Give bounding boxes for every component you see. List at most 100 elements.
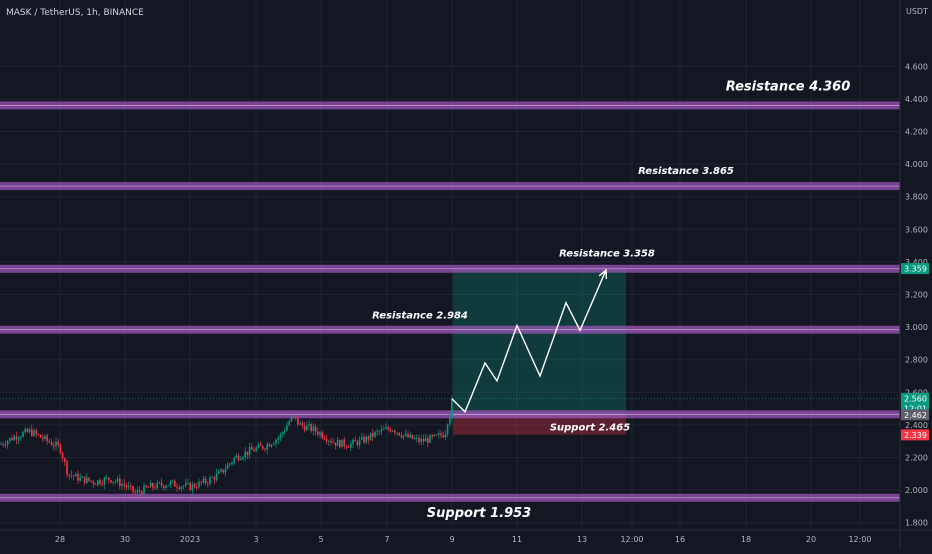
candle-body — [191, 484, 194, 491]
candle-body — [297, 418, 299, 425]
candle-body — [268, 444, 271, 447]
candle-body — [396, 432, 398, 434]
candle-body — [378, 431, 381, 433]
candle-body — [449, 412, 451, 425]
x-tick-label: 28 — [55, 535, 65, 544]
y-tick-label: 4.200 — [905, 128, 928, 137]
candle-body — [345, 446, 348, 448]
candle-body — [68, 474, 70, 476]
candle-body — [339, 440, 341, 448]
candle-body — [11, 437, 13, 441]
candle-body — [367, 436, 370, 440]
candle-body — [165, 486, 167, 488]
candle-body — [358, 439, 361, 446]
price-badge-label: 2.560 — [904, 394, 927, 403]
candle-body — [167, 485, 169, 487]
candle-body — [207, 482, 209, 484]
candle-body — [66, 461, 68, 475]
candle-body — [141, 491, 143, 495]
x-tick-label: 12:00 — [848, 535, 871, 544]
candle-body — [176, 486, 178, 488]
candle-body — [112, 481, 114, 483]
candle-body — [380, 428, 383, 432]
candle-body — [149, 482, 152, 488]
candle-body — [145, 485, 147, 488]
candle-body — [42, 437, 44, 440]
candle-body — [202, 478, 205, 483]
y-tick-label: 3.600 — [905, 225, 928, 234]
candle-body — [321, 432, 323, 438]
candle-body — [354, 439, 356, 442]
candle-body — [59, 444, 62, 453]
candle-body — [284, 430, 286, 433]
level-label-resistance: Resistance 2.984 — [372, 311, 468, 322]
candle-body — [77, 473, 79, 481]
candle-body — [310, 424, 312, 431]
candle-body — [442, 435, 444, 438]
candle-body — [61, 452, 64, 459]
projection-path — [451, 269, 607, 414]
candle-body — [387, 427, 389, 430]
candle-body — [317, 431, 319, 435]
stop-zone — [453, 414, 626, 435]
candle-body — [174, 480, 176, 487]
x-tick-label: 11 — [512, 535, 522, 544]
candle-body — [154, 487, 156, 489]
price-badge — [901, 263, 929, 275]
candle-body — [156, 482, 158, 489]
candle-body — [20, 436, 22, 439]
candle-body — [444, 434, 447, 438]
candle-body — [171, 480, 174, 482]
candle-body — [138, 490, 141, 492]
candle-body — [130, 485, 132, 487]
candle-body — [400, 435, 403, 438]
candle-body — [204, 478, 207, 483]
candle-body — [28, 429, 31, 432]
candle-body — [347, 447, 350, 448]
candle-body — [374, 432, 376, 437]
currency-label: USDT — [906, 7, 928, 16]
candle-body — [288, 421, 290, 426]
candle-body — [376, 431, 378, 433]
candle-body — [222, 469, 224, 473]
candle-body — [259, 444, 262, 447]
candle-body — [218, 471, 220, 474]
candle-body — [341, 439, 343, 448]
candle-body — [334, 442, 337, 446]
candle-body — [407, 433, 409, 438]
candle-body — [343, 439, 345, 447]
candle-body — [418, 437, 420, 443]
candle-body — [352, 439, 354, 444]
y-tick-label: 4.600 — [905, 62, 928, 71]
candle-body — [319, 432, 321, 435]
candle-body — [92, 481, 95, 484]
candle-body — [116, 478, 119, 482]
candle-body — [46, 435, 48, 441]
candle-body — [292, 415, 295, 417]
candle-body — [79, 477, 81, 481]
candle-body — [273, 443, 275, 445]
candle-body — [196, 487, 198, 488]
level-label-support: Support 1.953 — [427, 506, 531, 521]
candle-body — [308, 424, 310, 426]
candle-body — [88, 477, 90, 481]
level-label-resistance: Resistance 4.360 — [726, 79, 851, 94]
candle-body — [39, 434, 42, 438]
candle-body — [314, 426, 317, 432]
candle-body — [255, 447, 257, 452]
candle-body — [200, 481, 202, 483]
candle-body — [451, 398, 453, 419]
x-tick-label: 13 — [577, 535, 587, 544]
candle-body — [446, 424, 449, 435]
candle-body — [251, 447, 253, 450]
candle-body — [143, 485, 145, 495]
candle-body — [24, 429, 26, 433]
y-tick-label: 2.200 — [905, 454, 928, 463]
candle-body — [17, 438, 20, 440]
candle-body — [372, 432, 374, 437]
candle-body — [103, 477, 106, 485]
candle-body — [83, 476, 86, 484]
candle-body — [134, 492, 136, 494]
